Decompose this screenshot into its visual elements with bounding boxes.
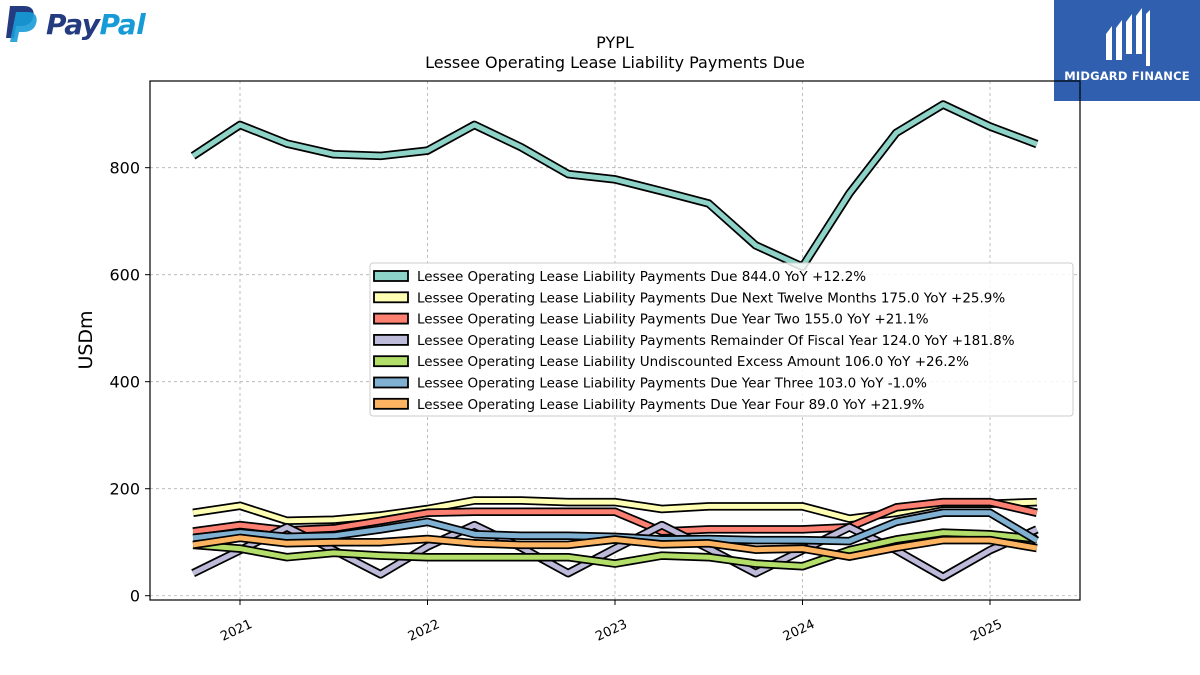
legend-label: Lessee Operating Lease Liability Payment…: [417, 269, 866, 285]
series-line: [191, 102, 1038, 270]
legend-box: [369, 262, 1074, 417]
legend-item: Lessee Operating Lease Liability Undisco…: [373, 354, 969, 370]
series-line: [192, 530, 1038, 569]
series-3: [192, 497, 1038, 536]
series-2: [192, 496, 1038, 526]
x-tick-label: 2025: [968, 617, 1004, 645]
y-tick-label: 0: [130, 587, 140, 606]
legend-label: Lessee Operating Lease Liability Payment…: [417, 290, 1005, 306]
legend-item: Lessee Operating Lease Liability Payment…: [373, 290, 1005, 306]
x-axis-ticks: 2021 2022 2023 2024 2025: [218, 600, 1005, 645]
series-lines: [190, 100, 1040, 582]
legend-swatch: [373, 333, 409, 346]
paypal-wordmark: PayPal: [46, 7, 146, 41]
legend-swatch: [373, 291, 409, 304]
series-line: [192, 499, 1038, 534]
y-tick-label: 600: [109, 266, 140, 285]
legend-label: Lessee Operating Lease Liability Payment…: [417, 397, 925, 413]
midgard-emblem-icon: [1106, 8, 1150, 70]
y-tick-label: 800: [109, 159, 140, 178]
legend-swatch: [373, 355, 409, 368]
legend-item: Lessee Operating Lease Liability Payment…: [373, 376, 927, 392]
midgard-finance-logo: MIDGARD FINANCE: [1054, 0, 1200, 101]
legend-item: Lessee Operating Lease Liability Payment…: [373, 333, 1015, 349]
legend-label: Lessee Operating Lease Liability Payment…: [417, 333, 1015, 349]
legend-swatch: [373, 397, 409, 410]
y-tick-label: 400: [109, 373, 140, 392]
legend-label: Lessee Operating Lease Liability Payment…: [417, 312, 929, 328]
legend: Lessee Operating Lease Liability Payment…: [369, 262, 1074, 417]
legend-label: Lessee Operating Lease Liability Undisco…: [417, 354, 969, 370]
chart-subtitle: Lessee Operating Lease Liability Payment…: [425, 53, 805, 72]
legend-item: Lessee Operating Lease Liability Payment…: [373, 397, 925, 413]
series-1: [190, 100, 1039, 271]
series-line: [192, 535, 1038, 560]
legend-swatch: [373, 312, 409, 325]
legend-swatch: [373, 376, 409, 389]
series-7: [192, 533, 1038, 561]
series-5: [192, 528, 1038, 571]
midgard-finance-text: MIDGARD FINANCE: [1064, 69, 1190, 83]
y-tick-label: 200: [109, 480, 140, 499]
legend-swatch: [373, 270, 409, 282]
x-tick-label: 2023: [593, 617, 629, 645]
legend-item: Lessee Operating Lease Liability Payment…: [373, 269, 866, 285]
legend-item: Lessee Operating Lease Liability Payment…: [373, 312, 929, 328]
x-tick-label: 2021: [218, 617, 254, 645]
paypal-p-icon: [6, 6, 37, 42]
legend-label: Lessee Operating Lease Liability Payment…: [417, 376, 927, 392]
x-tick-label: 2024: [781, 617, 817, 645]
paypal-logo: PayPal: [4, 4, 146, 44]
x-tick-label: 2022: [406, 617, 442, 645]
series-line: [192, 498, 1037, 524]
y-axis-ticks: 0 200 400 600 800: [109, 159, 150, 606]
y-axis-label: USDm: [75, 310, 97, 369]
chart-title: PYPL: [596, 33, 634, 52]
